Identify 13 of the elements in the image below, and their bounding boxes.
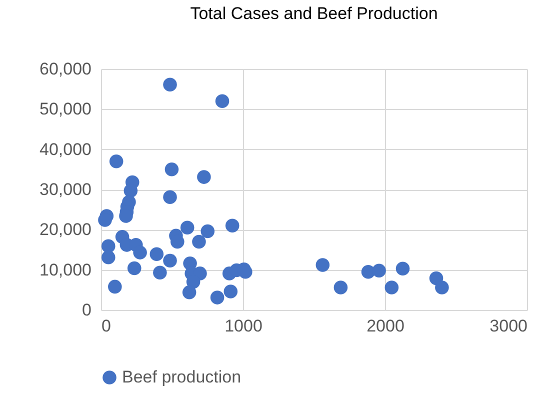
y-tick-label: 60,000 [40, 60, 92, 78]
y-tick-label: 10,000 [40, 260, 92, 280]
x-tick-label: 2000 [366, 316, 404, 336]
y-tick-label: 50,000 [40, 100, 92, 119]
x-tick-label: 1000 [224, 316, 262, 336]
y-tick-label: 0 [82, 300, 92, 320]
legend-label: Beef production [122, 368, 242, 386]
y-tick-label: 40,000 [40, 140, 92, 159]
chart-title: Total Cases and Beef Production [190, 4, 438, 23]
x-tick-label: 0 [102, 316, 111, 336]
x-tick-label: 3000 [490, 316, 528, 336]
y-tick-label: 20,000 [40, 220, 92, 240]
y-tick-label: 30,000 [40, 180, 92, 199]
